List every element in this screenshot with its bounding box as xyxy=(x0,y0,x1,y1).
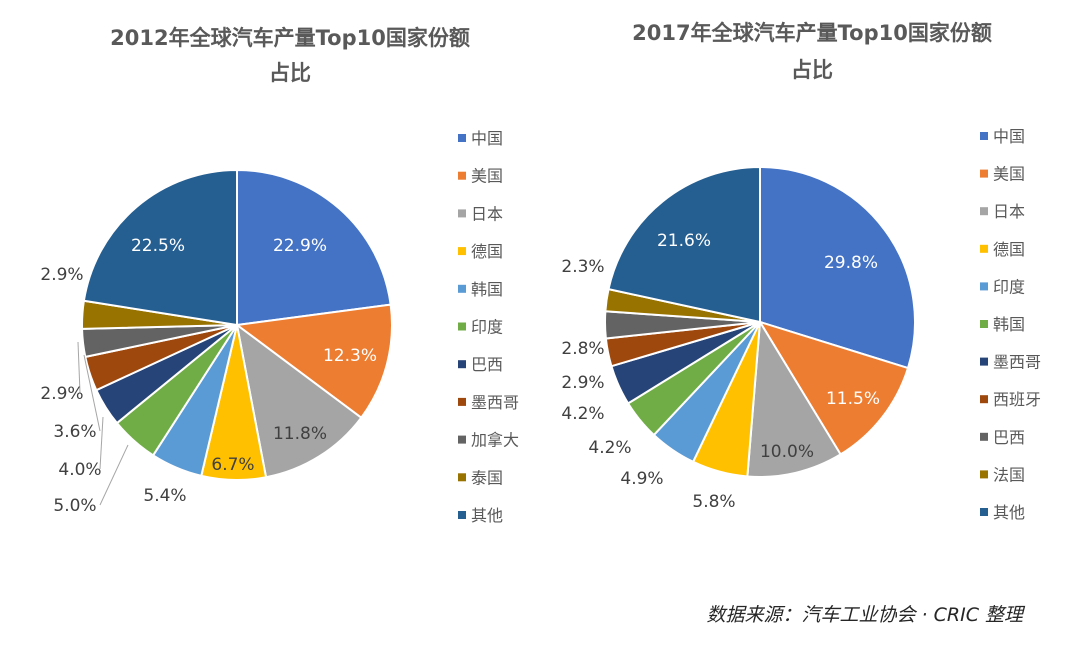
chart-title: 2012年全球汽车产量Top10国家份额 xyxy=(110,26,470,50)
chart-title: 占比 xyxy=(791,58,833,82)
legend-swatch xyxy=(980,132,988,140)
legend-label: 日本 xyxy=(471,204,503,223)
legend-label: 法国 xyxy=(993,465,1025,484)
legend-label: 墨西哥 xyxy=(471,393,519,412)
data-label: 4.2% xyxy=(561,404,604,424)
data-label: 22.5% xyxy=(131,236,185,256)
data-label: 4.2% xyxy=(588,438,631,458)
pie-slice xyxy=(234,303,393,420)
legend-swatch xyxy=(458,134,466,142)
data-label: 3.6% xyxy=(53,422,96,442)
data-label: 4.0% xyxy=(58,460,101,480)
legend-swatch xyxy=(980,282,988,291)
legend-swatch xyxy=(980,169,988,178)
legend-swatch xyxy=(980,432,988,441)
data-label: 2.9% xyxy=(40,384,83,404)
pie-slice xyxy=(607,165,761,324)
legend-label: 德国 xyxy=(993,240,1025,259)
legend-label: 韩国 xyxy=(993,315,1025,334)
legend-label: 日本 xyxy=(993,202,1025,221)
leader-line xyxy=(83,354,101,432)
data-label: 5.0% xyxy=(53,496,96,516)
data-label: 6.7% xyxy=(211,455,254,475)
legend-label: 美国 xyxy=(993,165,1025,184)
legend-swatch xyxy=(458,473,466,482)
data-label: 5.4% xyxy=(143,486,186,506)
legend-label: 其他 xyxy=(993,503,1025,522)
legend-label: 中国 xyxy=(993,127,1025,146)
legend-label: 巴西 xyxy=(471,355,503,374)
legend-label: 美国 xyxy=(471,167,503,186)
pie-slice xyxy=(235,322,363,479)
data-label: 11.5% xyxy=(826,389,880,409)
legend-label: 印度 xyxy=(471,318,503,337)
leader-line xyxy=(99,444,129,506)
data-label: 2.9% xyxy=(40,265,83,285)
legend-swatch xyxy=(980,508,988,516)
pie-slice xyxy=(746,318,842,478)
legend-swatch xyxy=(458,284,466,293)
data-label: 21.6% xyxy=(657,231,711,251)
data-label: 22.9% xyxy=(273,236,327,256)
data-label: 4.9% xyxy=(620,469,663,489)
pie-slice xyxy=(236,168,392,327)
legend-swatch xyxy=(980,244,988,253)
data-label: 11.8% xyxy=(273,424,327,444)
chart-title: 占比 xyxy=(269,61,311,85)
legend-label: 其他 xyxy=(471,506,503,525)
legend-label: 西班牙 xyxy=(993,390,1041,409)
pie-slice xyxy=(82,168,238,327)
legend-swatch xyxy=(980,395,988,404)
legend-label: 墨西哥 xyxy=(993,353,1041,372)
legend-swatch xyxy=(458,360,466,369)
pie-slice xyxy=(759,165,916,370)
data-label: 2.8% xyxy=(561,339,604,359)
legend-swatch xyxy=(458,322,466,331)
data-label: 2.9% xyxy=(561,373,604,393)
legend-swatch xyxy=(458,209,466,218)
legend-label: 加拿大 xyxy=(471,431,519,450)
leader-line xyxy=(77,341,81,394)
legend-label: 韩国 xyxy=(471,280,503,299)
legend-swatch xyxy=(458,435,466,444)
legend-swatch xyxy=(980,357,988,366)
legend-label: 中国 xyxy=(471,129,503,148)
legend-swatch xyxy=(980,207,988,216)
data-label: 5.8% xyxy=(692,492,735,512)
legend-swatch xyxy=(980,470,988,479)
data-label: 29.8% xyxy=(824,253,878,273)
legend-label: 德国 xyxy=(471,242,503,261)
legend-swatch xyxy=(458,397,466,406)
legend-swatch xyxy=(458,171,466,180)
data-label: 12.3% xyxy=(323,346,377,366)
legend-label: 印度 xyxy=(993,277,1025,296)
legend-swatch xyxy=(458,247,466,256)
legend-swatch xyxy=(980,320,988,328)
legend-label: 巴西 xyxy=(993,428,1025,447)
data-label: 2.3% xyxy=(561,257,604,277)
legend-swatch xyxy=(458,511,466,519)
pie-slice xyxy=(757,320,910,456)
data-label: 10.0% xyxy=(760,442,814,462)
leader-line xyxy=(99,416,104,470)
chart-title: 2017年全球汽车产量Top10国家份额 xyxy=(632,21,992,45)
legend-label: 泰国 xyxy=(471,468,503,487)
